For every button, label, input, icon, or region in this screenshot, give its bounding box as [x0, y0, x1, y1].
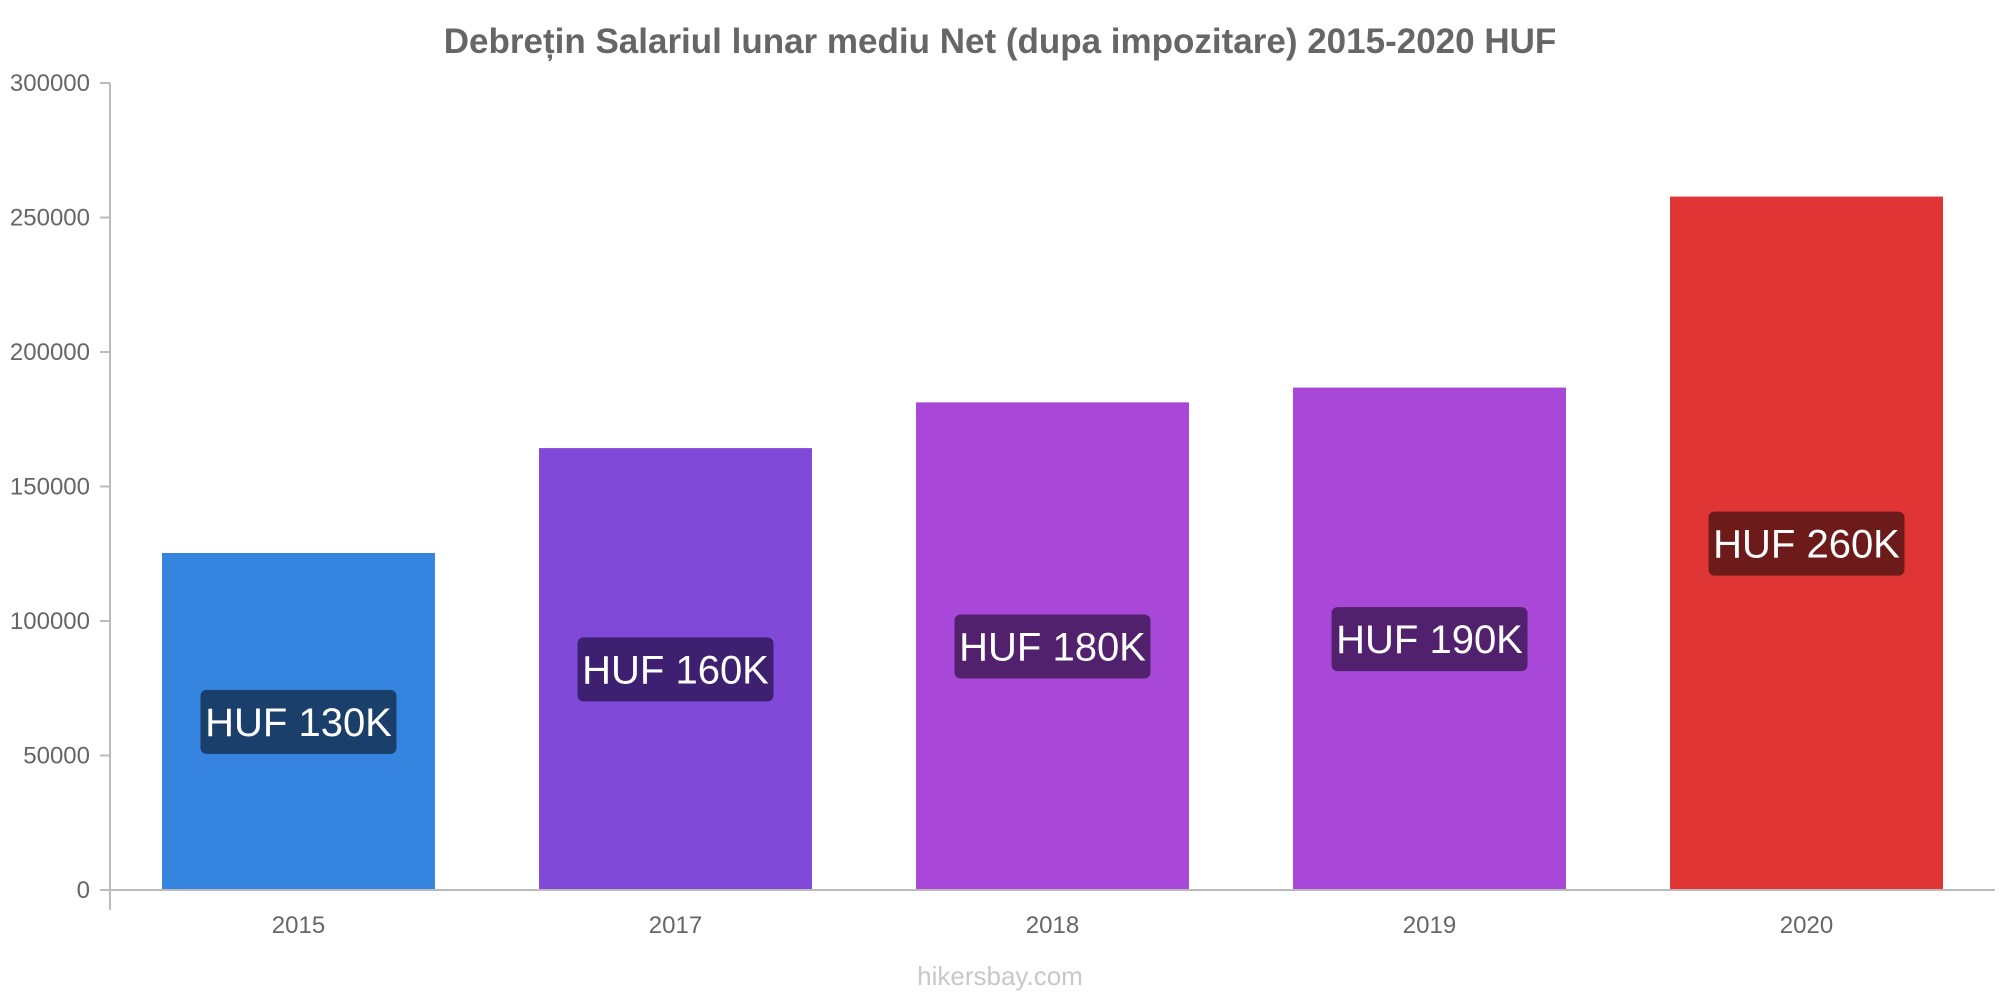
x-tick-label: 2015 — [272, 912, 325, 939]
data-label: HUF 180K — [959, 626, 1146, 670]
y-axis: 0 50000 100000 150000 200000 250000 300000 — [10, 70, 111, 910]
data-label: HUF 260K — [1713, 523, 1900, 567]
y-tick-label: 200000 — [10, 339, 90, 366]
y-tick-label: 100000 — [10, 608, 90, 635]
y-tick-label: 50000 — [23, 743, 90, 770]
data-label: HUF 190K — [1336, 618, 1523, 662]
data-label-box — [577, 637, 774, 702]
chart-title: Debrețin Salariul lunar mediu Net (dupa … — [444, 22, 1557, 61]
x-tick-label: 2017 — [649, 912, 702, 939]
data-label-box — [200, 689, 397, 754]
data-label: HUF 160K — [582, 648, 769, 692]
y-tick-label: 0 — [77, 877, 90, 904]
bars-group: HUF 130K HUF 160K HUF 180K HUF 190K HUF 260K — [162, 196, 1943, 891]
data-label-box — [954, 614, 1151, 679]
x-tick-label: 2020 — [1780, 912, 1833, 939]
data-label: HUF 130K — [205, 701, 392, 745]
x-tick-label: 2019 — [1403, 912, 1456, 939]
data-label-box — [1708, 511, 1905, 576]
y-tick-label: 150000 — [10, 474, 90, 501]
x-axis: 2015 2017 2018 2019 2020 — [100, 889, 1995, 939]
y-tick-label: 250000 — [10, 205, 90, 232]
data-label-box — [1331, 607, 1528, 672]
x-tick-label: 2018 — [1026, 912, 1079, 939]
watermark: hikersbay.com — [917, 961, 1083, 991]
y-tick-label: 300000 — [10, 70, 90, 97]
